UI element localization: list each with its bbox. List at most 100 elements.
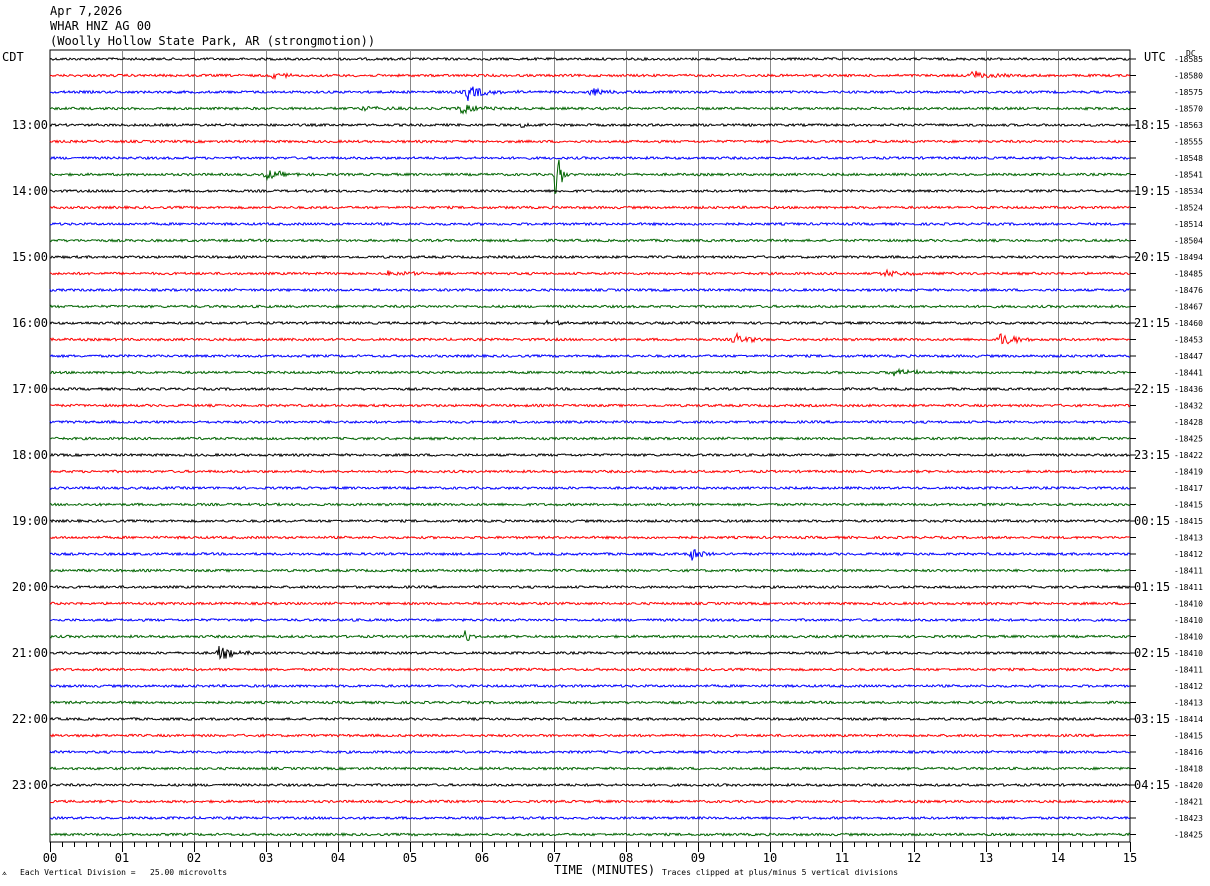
dc-offset-label: -18504	[1174, 237, 1203, 246]
dc-offset-label: -18548	[1174, 154, 1203, 163]
dc-offset-label: -18575	[1174, 88, 1203, 97]
dc-offset-label: -18412	[1174, 550, 1203, 559]
trace-line	[49, 799, 1131, 804]
right-hour-label: 00:15	[1134, 514, 1170, 528]
dc-offset-label: -18441	[1174, 369, 1203, 378]
trace-line	[49, 122, 1131, 129]
trace-line	[49, 749, 1130, 755]
date-label: Apr 7,2026	[50, 4, 123, 18]
left-hour-label: 19:00	[12, 514, 48, 528]
dc-offset-label: -18585	[1174, 55, 1203, 64]
dc-offset-label: -18419	[1174, 468, 1203, 477]
left-hour-label: 20:00	[12, 580, 48, 594]
dc-offset-label: -18421	[1174, 798, 1203, 807]
dc-offset-label: -18534	[1174, 187, 1203, 196]
right-hour-label: 18:15	[1134, 118, 1170, 132]
x-tick-label: 08	[619, 851, 633, 865]
dc-offset-label: -18415	[1174, 501, 1203, 510]
trace-line	[49, 452, 1131, 458]
trace-line	[49, 386, 1131, 392]
trace-line	[49, 535, 1131, 540]
x-tick-label: 04	[331, 851, 345, 865]
x-tick-label: 03	[259, 851, 273, 865]
left-hour-label: 13:00	[12, 118, 48, 132]
left-hour-label: 15:00	[12, 250, 48, 264]
x-tick-label: 15	[1123, 851, 1137, 865]
right-hour-label: 02:15	[1134, 646, 1170, 660]
trace-line	[49, 766, 1131, 771]
dc-offset-label: -18410	[1174, 649, 1203, 658]
trace-line	[49, 548, 1131, 561]
left-hour-label: 21:00	[12, 646, 48, 660]
trace-line	[49, 419, 1131, 425]
dc-offset-label: -18414	[1174, 715, 1203, 724]
dc-offset-label: -18415	[1174, 732, 1203, 741]
left-hour-label: 16:00	[12, 316, 48, 330]
dc-offset-label: -18428	[1174, 418, 1203, 427]
trace-line	[49, 238, 1131, 243]
dc-offset-label: -18563	[1174, 121, 1203, 130]
trace-line	[49, 139, 1131, 144]
dc-offset-label: -18467	[1174, 303, 1203, 312]
trace-line	[49, 733, 1131, 738]
dc-offset-header: DC	[1186, 49, 1196, 58]
x-axis-title: TIME (MINUTES)	[554, 863, 656, 877]
left-hour-label: 18:00	[12, 448, 48, 462]
left-hour-label: 17:00	[12, 382, 48, 396]
trace-line	[49, 188, 1130, 194]
clip-note: Traces clipped at plus/minus 5 vertical …	[662, 868, 899, 877]
left-hour-label: 23:00	[12, 778, 48, 792]
x-tick-label: 05	[403, 851, 417, 865]
left-timezone-label: CDT	[2, 50, 24, 64]
dc-offset-label: -18413	[1174, 699, 1203, 708]
trace-line	[50, 155, 1131, 161]
location-label: (Woolly Hollow State Park, AR (strongmot…	[50, 34, 376, 48]
x-tick-label: 13	[979, 851, 993, 865]
trace-line	[49, 353, 1131, 359]
x-tick-label: 11	[835, 851, 849, 865]
trace-line	[49, 601, 1131, 606]
dc-offset-label: -18436	[1174, 385, 1203, 394]
trace-line	[49, 646, 1131, 661]
right-hour-label: 19:15	[1134, 184, 1170, 198]
right-hour-label: 22:15	[1134, 382, 1170, 396]
dc-offset-label: -18411	[1174, 567, 1203, 576]
right-hour-label: 04:15	[1134, 778, 1170, 792]
x-tick-label: 01	[115, 851, 129, 865]
dc-offset-label: -18524	[1174, 204, 1203, 213]
corner-mark: ⟑	[2, 868, 7, 877]
left-hour-label: 14:00	[12, 184, 48, 198]
trace-line	[50, 403, 1131, 408]
trace-line	[49, 815, 1131, 821]
trace-line	[49, 221, 1131, 227]
dc-offset-label: -18412	[1174, 682, 1203, 691]
right-hour-label: 20:15	[1134, 250, 1170, 264]
trace-line	[49, 287, 1131, 293]
trace-line	[49, 584, 1131, 590]
x-tick-label: 06	[475, 851, 489, 865]
dc-offset-label: -18453	[1174, 336, 1203, 345]
dc-offset-label: -18570	[1174, 105, 1203, 114]
dc-offset-label: -18555	[1174, 138, 1203, 147]
dc-offset-label: -18432	[1174, 402, 1203, 411]
dc-offset-label: -18494	[1174, 253, 1203, 262]
trace-line	[49, 86, 1131, 102]
trace-line	[49, 683, 1130, 689]
right-hour-label: 23:15	[1134, 448, 1170, 462]
x-tick-label: 07	[547, 851, 561, 865]
trace-line	[49, 304, 1131, 309]
trace-line	[49, 159, 1131, 195]
trace-line	[49, 70, 1131, 81]
dc-offset-label: -18410	[1174, 600, 1203, 609]
trace-line	[49, 700, 1131, 705]
x-tick-label: 00	[43, 851, 57, 865]
trace-line	[49, 485, 1131, 491]
dc-offset-label: -18580	[1174, 72, 1203, 81]
dc-offset-label: -18541	[1174, 171, 1203, 180]
x-tick-label: 14	[1051, 851, 1065, 865]
right-hour-label: 01:15	[1134, 580, 1170, 594]
right-timezone-label: UTC	[1144, 50, 1166, 64]
dc-offset-label: -18420	[1174, 781, 1203, 790]
trace-line	[49, 469, 1131, 474]
